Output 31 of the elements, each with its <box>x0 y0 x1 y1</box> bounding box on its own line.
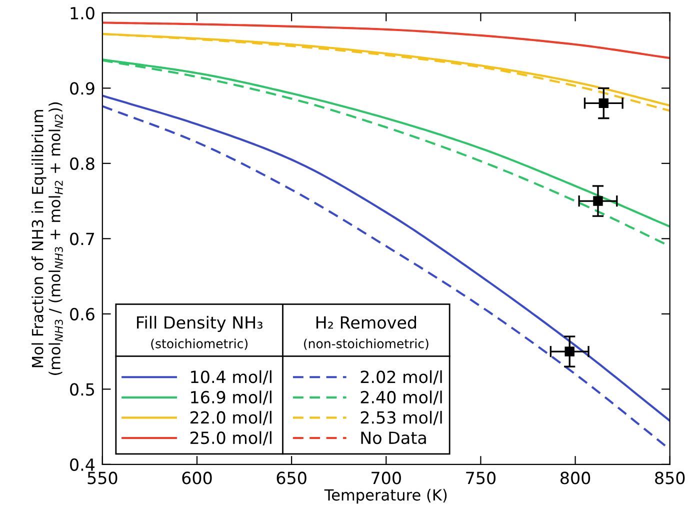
x-tick-label: 750 <box>466 472 496 484</box>
x-tick-label: 700 <box>372 472 401 484</box>
legend-label: 2.53 mol/l <box>360 410 442 426</box>
y-tick-label: 0.6 <box>70 308 94 320</box>
text: Mol Fraction of NH3 in Equilibrium (mol$_{NH3}$ / (mol$_{NH3}$ + mol$_{H2}$ + mol$_{N2}$)) <box>32 102 63 375</box>
y-tick-label: 0.7 <box>70 232 94 246</box>
annotation: Fill Density NH₃ <box>137 316 262 332</box>
point <box>593 196 603 206</box>
y-tick-label: 0.4 <box>70 458 95 471</box>
y-tick-label: 1.0 <box>70 6 94 20</box>
legend-label: 16.9 mol/l <box>191 390 272 405</box>
x-tick-label: 550 <box>88 472 118 484</box>
annotation: (stoichiometric) <box>151 338 248 350</box>
annotation: (non-stoichiometric) <box>304 338 428 350</box>
point <box>598 98 609 108</box>
legend-label: 25.0 mol/l <box>190 431 272 446</box>
legend-label: 22.0 mol/l <box>190 410 272 426</box>
x-axis-title: Temperature (K) <box>324 488 447 504</box>
x-tick-label: 600 <box>182 472 212 484</box>
legend-label: 2.40 mol/l <box>360 390 442 405</box>
y-tick-label: 0.9 <box>70 82 94 95</box>
legend-label: 10.4 mol/l <box>191 370 272 385</box>
x-tick-label: 800 <box>560 472 590 484</box>
legend-label: 2.02 mol/l <box>360 370 442 385</box>
point <box>564 346 574 356</box>
y-tick-label: 0.8 <box>70 157 94 170</box>
y-tick-label: 0.5 <box>70 383 94 396</box>
annotation: H₂ Removed <box>316 316 416 329</box>
x-tick-label: 850 <box>655 472 685 484</box>
legend-label: No Data <box>361 432 426 444</box>
x-tick-label: 650 <box>276 472 306 484</box>
